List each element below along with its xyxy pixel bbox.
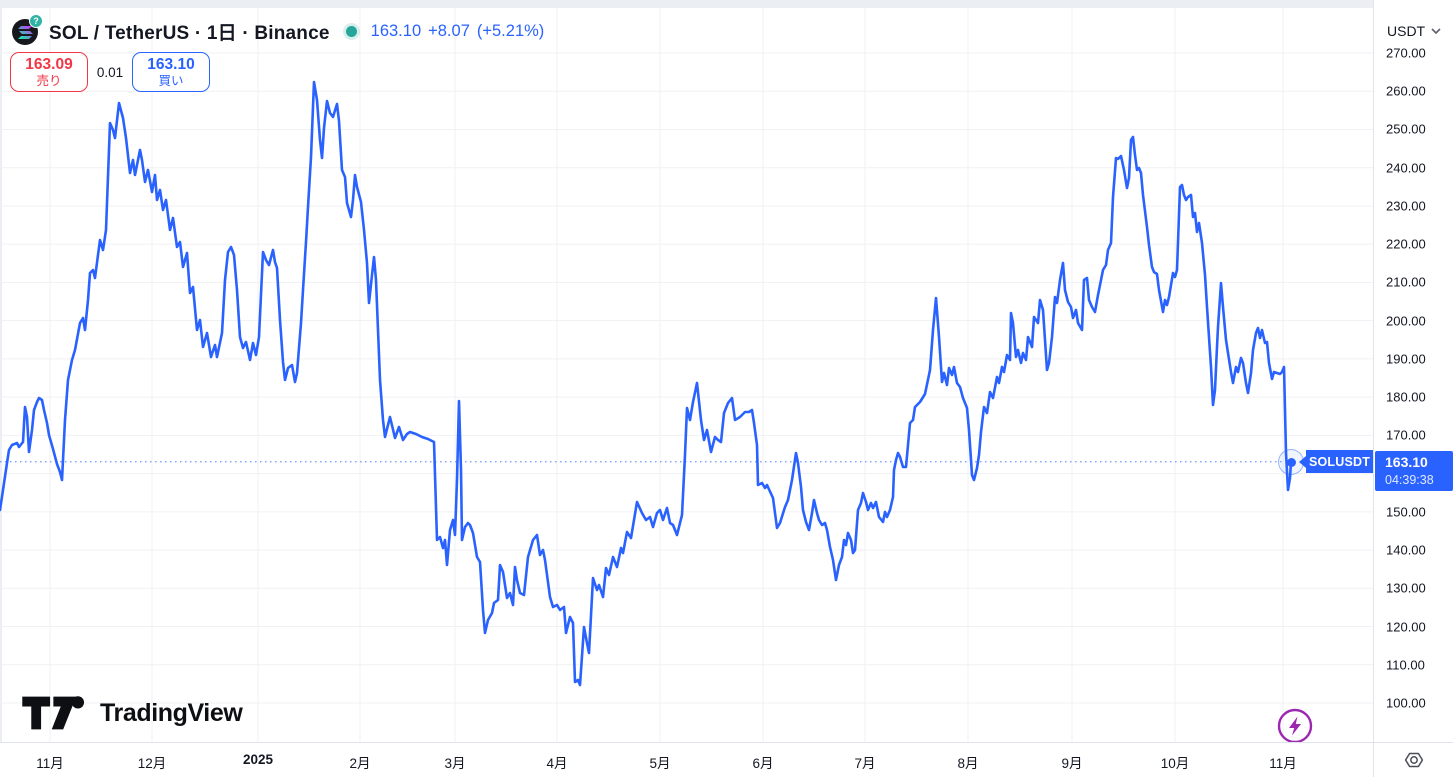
price-tick-label: 110.00	[1386, 657, 1425, 673]
lightning-bolt-icon	[1277, 708, 1313, 744]
price-tick-label: 130.00	[1386, 580, 1426, 596]
time-tick-label: 12月	[137, 756, 167, 771]
price-tick-label: 200.00	[1386, 313, 1426, 329]
symbol-header: ? SOL / TetherUS · 1日 · Binance 163.10 +8…	[12, 14, 551, 48]
gear-icon[interactable]	[1403, 749, 1425, 771]
spread-value: 0.01	[96, 64, 124, 80]
time-tick-label: 3月	[444, 756, 466, 771]
series-name-flag: SOLUSDT	[1299, 450, 1373, 474]
last-quote: 163.10 +8.07 (+5.21%)	[371, 22, 552, 41]
time-tick-label: 2月	[349, 756, 371, 771]
price-tick-label: 240.00	[1386, 160, 1426, 176]
price-axis[interactable]: USDT 163.10 04:39:38 270.00 260.00 250.00 2…	[1373, 0, 1453, 742]
solana-coin-icon: ?	[12, 14, 43, 46]
buy-price: 163.10	[147, 55, 195, 73]
price-tick-label: 230.00	[1386, 198, 1426, 214]
time-tick-label: 2025	[242, 752, 274, 767]
price-tick-label: 150.00	[1386, 504, 1426, 520]
tradingview-logo[interactable]: TradingView	[20, 695, 243, 731]
window-top-edge	[0, 0, 1453, 8]
solana-bars-icon	[17, 25, 33, 39]
price-tick-label: 250.00	[1386, 121, 1426, 137]
last-price-dot-icon	[1286, 457, 1296, 467]
symbol-title[interactable]: SOL / TetherUS · 1日 · Binance	[49, 22, 330, 44]
price-tick-label: 170.00	[1386, 427, 1426, 443]
price-tick-label: 220.00	[1386, 236, 1426, 252]
tradingview-mark-icon	[22, 696, 85, 730]
price-tick-label: 100.00	[1386, 695, 1426, 711]
time-tick-label: 7月	[854, 756, 876, 771]
last-price-axis-badge: 163.10 04:39:38	[1375, 450, 1453, 491]
buy-label: 買い	[158, 73, 184, 88]
time-tick-label: 5月	[649, 756, 671, 771]
quote-price: 163.10	[370, 21, 422, 40]
quote-change: +8.07	[428, 21, 470, 40]
time-tick-label: 11月	[36, 756, 64, 771]
sell-price: 163.09	[25, 55, 73, 73]
lightning-button[interactable]	[1276, 707, 1314, 745]
price-tick-label: 140.00	[1386, 542, 1426, 558]
price-tick-label: 210.00	[1386, 274, 1426, 290]
chevron-down-icon	[1431, 27, 1441, 34]
time-tick-label: 6月	[752, 756, 774, 771]
buy-button[interactable]: 163.10 買い	[132, 52, 210, 92]
badge-price: 163.10	[1385, 453, 1428, 470]
time-tick-label: 11月	[1269, 756, 1297, 771]
time-axis[interactable]: 11月 12月 2025 2月 3月 4月 5月 6月 7月 8月 9月 10月 11月	[0, 742, 1373, 777]
axis-settings-corner[interactable]	[1373, 742, 1453, 777]
time-tick-label: 10月	[1160, 756, 1190, 771]
time-tick-label: 8月	[957, 756, 979, 771]
sell-button[interactable]: 163.09 売り	[10, 52, 88, 92]
price-tick-label: 270.00	[1386, 45, 1426, 61]
currency-unit-dropdown[interactable]: USDT	[1383, 18, 1445, 43]
tradingview-wordmark: TradingView	[100, 698, 243, 727]
time-tick-label: 9月	[1061, 756, 1083, 771]
price-tick-label: 190.00	[1386, 351, 1426, 367]
price-tick-label: 260.00	[1386, 83, 1426, 99]
time-tick-label: 4月	[546, 756, 568, 771]
price-tick-label: 120.00	[1386, 619, 1426, 635]
currency-unit-label: USDT	[1387, 22, 1426, 39]
price-chart-canvas[interactable]	[0, 0, 1373, 742]
quote-change-pct: (+5.21%)	[476, 21, 545, 40]
sell-label: 売り	[36, 73, 62, 88]
provider-badge-icon: ?	[29, 14, 43, 28]
window-left-edge	[0, 0, 2, 777]
order-panel: 163.09 売り 0.01 163.10 買い	[10, 52, 210, 92]
market-status-dot-icon[interactable]	[345, 25, 357, 37]
price-tick-label: 180.00	[1386, 389, 1426, 405]
badge-countdown: 04:39:38	[1385, 472, 1434, 487]
